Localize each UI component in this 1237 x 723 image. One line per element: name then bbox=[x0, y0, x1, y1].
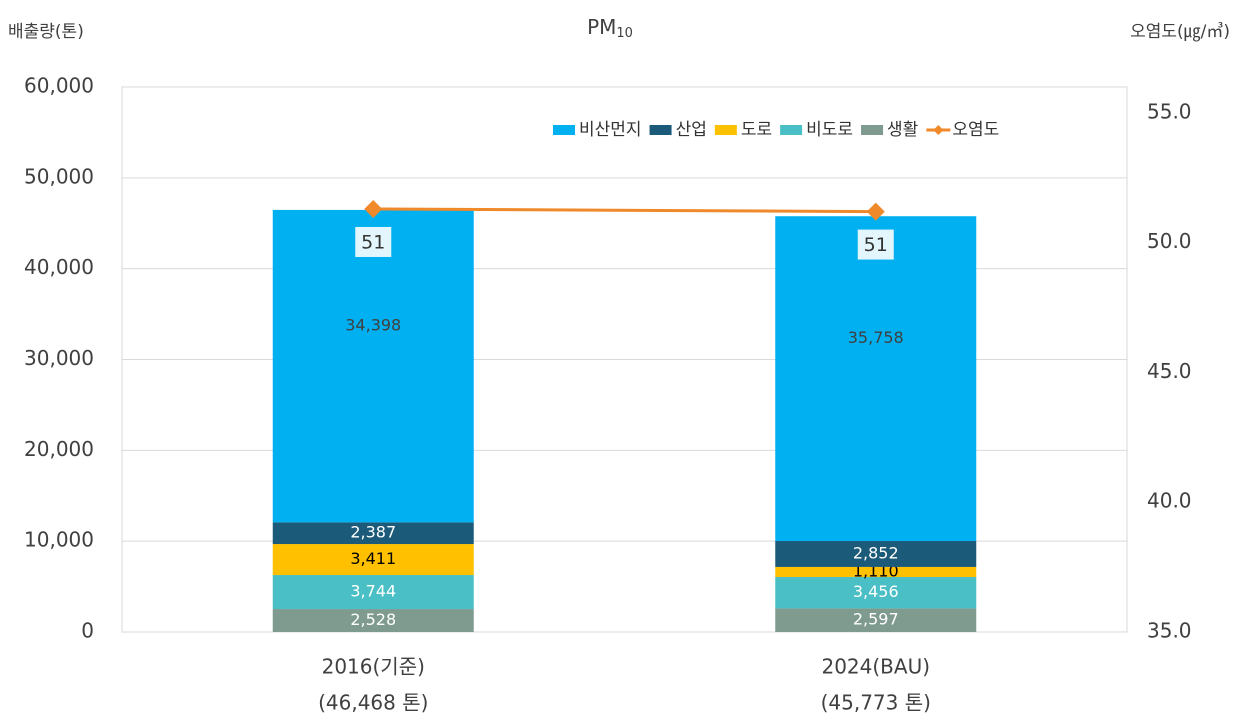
legend-swatch bbox=[714, 125, 737, 135]
legend-swatch bbox=[553, 125, 575, 135]
y2-tick-label: 35.0 bbox=[1147, 619, 1192, 643]
bar-segment bbox=[775, 608, 977, 632]
y2-axis-label: 오염도(㎍/㎥) bbox=[1130, 22, 1230, 42]
bar-segment bbox=[775, 566, 977, 578]
x-tick-label: 2016(기준) bbox=[322, 655, 425, 679]
bar-segment bbox=[775, 216, 977, 542]
chart-title: PM10 bbox=[587, 15, 633, 41]
y2-tick-label: 50.0 bbox=[1147, 229, 1192, 253]
legend-swatch bbox=[780, 125, 803, 135]
value-label: 3,411 bbox=[350, 549, 396, 568]
y2-tick-label: 45.0 bbox=[1147, 359, 1192, 383]
y2-tick-label: 55.0 bbox=[1147, 99, 1192, 123]
value-label: 2,528 bbox=[350, 610, 396, 629]
y-tick-label: 30,000 bbox=[24, 346, 94, 370]
legend-label: 생활 bbox=[887, 120, 918, 140]
y-tick-label: 60,000 bbox=[24, 74, 94, 98]
value-label: 35,758 bbox=[848, 328, 904, 347]
y-axis-label: 배출량(톤) bbox=[8, 22, 84, 42]
value-label: 3,456 bbox=[853, 582, 899, 601]
x-tick-sublabel: (46,468 톤) bbox=[318, 691, 428, 715]
bar-segment bbox=[775, 577, 977, 609]
legend-label: 비산먼지 bbox=[579, 120, 642, 140]
y2-tick-label: 40.0 bbox=[1147, 489, 1192, 513]
legend-label: 비도로 bbox=[806, 120, 853, 140]
bar-segment bbox=[272, 209, 474, 523]
y-tick-label: 0 bbox=[81, 619, 94, 643]
value-label: 2,597 bbox=[853, 610, 899, 629]
bar-segment bbox=[272, 544, 474, 576]
bar-segment bbox=[272, 522, 474, 545]
bar-segment bbox=[272, 609, 474, 632]
x-tick-label: 2024(BAU) bbox=[821, 655, 930, 679]
value-label-box bbox=[857, 229, 894, 260]
x-tick-sublabel: (45,773 톤) bbox=[821, 691, 931, 715]
legend-swatch bbox=[649, 125, 672, 135]
value-label-box bbox=[355, 226, 392, 257]
legend-label: 오염도 bbox=[952, 120, 999, 140]
line-marker bbox=[866, 202, 885, 221]
value-label: 2,387 bbox=[350, 523, 396, 542]
value-label: 34,398 bbox=[345, 316, 401, 335]
value-label: 3,744 bbox=[350, 582, 396, 601]
value-label: 51 bbox=[361, 231, 385, 253]
value-label: 51 bbox=[864, 234, 888, 256]
y-tick-label: 50,000 bbox=[24, 164, 94, 188]
y-tick-label: 20,000 bbox=[24, 437, 94, 461]
title-subscript: 10 bbox=[616, 26, 633, 41]
title-text: PM bbox=[587, 15, 616, 39]
legend-swatch bbox=[861, 125, 884, 135]
bar-segment bbox=[775, 541, 977, 567]
y-tick-label: 40,000 bbox=[24, 255, 94, 279]
legend-label: 산업 bbox=[676, 120, 707, 140]
line-marker bbox=[364, 199, 383, 218]
y-tick-label: 10,000 bbox=[24, 528, 94, 552]
value-label: 2,852 bbox=[853, 543, 899, 562]
line bbox=[373, 207, 876, 214]
bar-segment bbox=[272, 575, 474, 610]
legend-label: 도로 bbox=[741, 120, 772, 140]
legend-marker bbox=[933, 125, 944, 135]
